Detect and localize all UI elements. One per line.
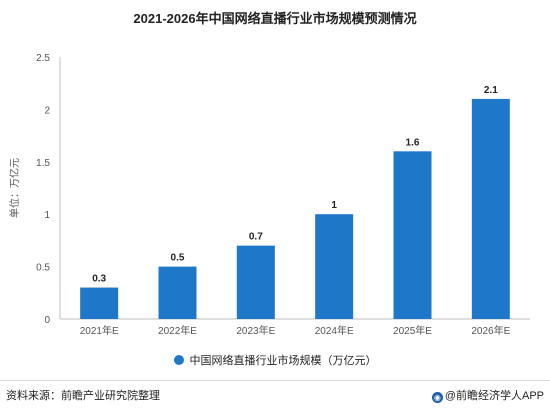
chart-title: 2021-2026年中国网络直播行业市场规模预测情况 [133, 11, 417, 26]
bar-value-label: 0.7 [249, 232, 263, 243]
bar [236, 245, 275, 319]
footer-divider [0, 380, 550, 381]
y-tick-label: 2.5 [36, 53, 50, 64]
y-axis-label: 单位：万亿元 [8, 158, 21, 218]
bar-value-label: 2.1 [484, 85, 498, 96]
bar [393, 151, 432, 319]
legend-label: 中国网络直播行业市场规模（万亿元） [189, 355, 377, 367]
bar [471, 98, 510, 319]
bar-value-label: 1.6 [406, 137, 420, 148]
bar-value-label: 1 [331, 200, 337, 211]
bar-chart: 0 0.5 1 1.5 2 2.5 0.3 0.5 0.7 1 1.6 2.1 2021年E 2022… [8, 53, 530, 337]
x-tick-label: 2023年E [236, 324, 275, 337]
bar-value-label: 0.5 [171, 253, 185, 264]
source-note: 资料来源：前瞻产业研究院整理 [6, 390, 160, 402]
bar [315, 214, 354, 319]
y-tick-label: 1 [44, 210, 50, 221]
bar [158, 266, 197, 319]
y-tick-label: 1.5 [36, 158, 50, 169]
credit-note: ◉ @前瞻经济学人APP [431, 387, 544, 403]
legend-swatch [173, 355, 184, 365]
x-tick-label: 2024年E [315, 324, 354, 337]
x-tick-label: 2022年E [158, 324, 197, 337]
x-tick-label: 2026年E [471, 324, 510, 337]
credit-text: @前瞻经济学人APP [444, 390, 544, 402]
y-tick-label: 0.5 [36, 263, 50, 274]
chart-legend: 中国网络直播行业市场规模（万亿元） [0, 352, 550, 368]
x-tick-label: 2021年E [80, 324, 119, 337]
y-tick-label: 2 [44, 105, 50, 116]
x-tick-label: 2025年E [393, 324, 432, 337]
qianzhan-logo-icon: ◉ [431, 392, 443, 403]
y-tick-label: 0 [44, 315, 50, 326]
bar-value-label: 0.3 [92, 274, 106, 285]
bar [80, 287, 119, 319]
